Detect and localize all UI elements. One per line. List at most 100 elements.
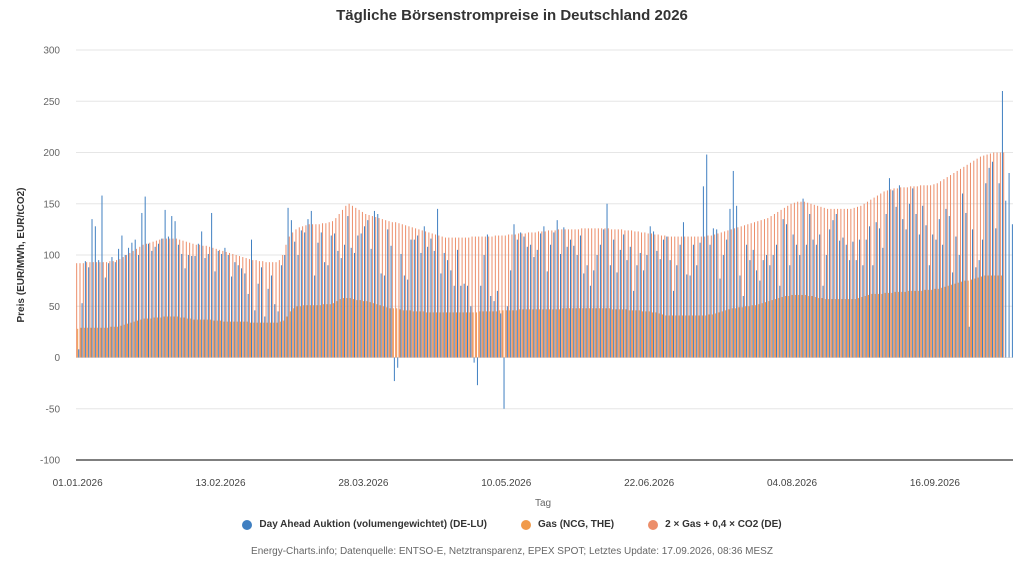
bar-gas	[392, 308, 394, 358]
bar-day-ahead	[716, 229, 718, 358]
bar-gas-co2	[102, 262, 104, 358]
bar-day-ahead	[766, 255, 768, 358]
bar-gas-co2	[508, 234, 510, 358]
bar-gas-co2	[953, 173, 955, 358]
bar-gas-co2	[464, 237, 466, 358]
bar-day-ahead	[231, 276, 233, 358]
bar-gas-co2	[724, 231, 726, 358]
bar-gas	[887, 292, 889, 358]
legend-item-gas-co2[interactable]: 2 × Gas + 0,4 × CO2 (DE)	[648, 519, 782, 530]
bar-gas-co2	[355, 207, 357, 358]
bar-day-ahead	[689, 275, 691, 358]
bar-day-ahead	[832, 220, 834, 358]
bar-gas	[293, 308, 295, 358]
bar-gas-co2	[272, 262, 274, 358]
bar-day-ahead	[560, 253, 562, 358]
bar-gas	[326, 304, 328, 358]
bar-gas	[140, 319, 142, 358]
bar-gas-co2	[770, 216, 772, 358]
bar-gas-co2	[258, 261, 260, 358]
bar-gas	[446, 312, 448, 358]
bar-gas	[499, 310, 501, 358]
bar-gas-co2	[76, 263, 78, 358]
bar-day-ahead	[310, 210, 312, 358]
bar-gas	[848, 299, 850, 358]
bar-day-ahead	[217, 250, 219, 358]
bar-gas	[921, 290, 923, 358]
bar-gas	[309, 305, 311, 358]
bar-gas	[399, 309, 401, 358]
bar-gas-co2	[162, 238, 164, 358]
bar-gas-co2	[780, 209, 782, 358]
x-tick-label: 04.08.2026	[767, 478, 817, 489]
bar-gas	[419, 311, 421, 358]
bar-gas	[402, 310, 404, 358]
bar-gas	[196, 319, 198, 358]
bar-day-ahead	[1011, 224, 1013, 358]
bar-day-ahead	[440, 273, 442, 358]
bar-day-ahead	[470, 306, 472, 358]
bar-day-ahead	[370, 248, 372, 358]
legend-item-day-ahead[interactable]: Day Ahead Auktion (volumengewichtet) (DE…	[242, 519, 487, 530]
bar-day-ahead	[908, 203, 910, 358]
bar-gas	[778, 298, 780, 358]
legend-item-gas[interactable]: Gas (NCG, THE)	[521, 519, 614, 530]
bar-gas-co2	[418, 229, 420, 358]
bar-gas	[685, 315, 687, 358]
bar-day-ahead	[108, 263, 110, 358]
bar-gas-co2	[461, 237, 463, 358]
bar-gas-co2	[348, 203, 350, 358]
bar-gas	[97, 327, 99, 358]
bar-gas	[166, 316, 168, 358]
bar-gas-co2	[783, 207, 785, 358]
bar-gas-co2	[853, 207, 855, 358]
bar-gas	[333, 303, 335, 358]
bar-gas	[452, 312, 454, 358]
bar-gas-co2	[714, 234, 716, 358]
bar-gas	[426, 312, 428, 358]
bar-gas	[705, 315, 707, 358]
bar-gas	[668, 315, 670, 358]
bar-gas-co2	[617, 229, 619, 358]
bar-day-ahead	[284, 255, 286, 358]
bar-day-ahead	[543, 226, 545, 358]
bar-gas	[967, 280, 969, 358]
bar-gas	[485, 311, 487, 358]
bar-gas-co2	[670, 236, 672, 358]
bar-day-ahead	[981, 239, 983, 358]
bar-day-ahead	[111, 257, 113, 358]
bar-gas	[502, 310, 504, 358]
bar-gas-co2	[720, 232, 722, 358]
bar-gas	[289, 311, 291, 358]
bar-day-ahead	[453, 285, 455, 358]
bar-gas-co2	[700, 236, 702, 358]
bar-day-ahead	[785, 224, 787, 358]
bar-day-ahead	[94, 226, 96, 358]
bar-gas	[100, 327, 102, 358]
bar-gas	[170, 316, 172, 358]
bar-gas-co2	[491, 236, 493, 358]
bar-gas	[266, 322, 268, 358]
bar-gas	[592, 308, 594, 358]
bar-gas	[897, 291, 899, 358]
bar-gas	[964, 280, 966, 358]
bar-gas	[153, 317, 155, 358]
bar-gas	[539, 309, 541, 358]
bar-gas	[545, 309, 547, 358]
bar-gas-co2	[797, 201, 799, 358]
grid-lines	[76, 49, 1013, 461]
bar-day-ahead	[772, 255, 774, 358]
bar-day-ahead	[795, 244, 797, 358]
bar-day-ahead	[672, 290, 674, 358]
bar-gas-co2	[973, 160, 975, 358]
bar-day-ahead	[350, 247, 352, 358]
bar-gas	[934, 288, 936, 358]
bar-gas-co2	[265, 262, 267, 358]
bar-gas-co2	[601, 228, 603, 358]
bar-gas	[891, 292, 893, 358]
bar-gas-co2	[172, 238, 174, 358]
bar-gas-co2	[149, 242, 151, 358]
bar-gas	[804, 294, 806, 358]
y-tick-label: -100	[40, 456, 60, 467]
bar-gas-co2	[680, 236, 682, 358]
